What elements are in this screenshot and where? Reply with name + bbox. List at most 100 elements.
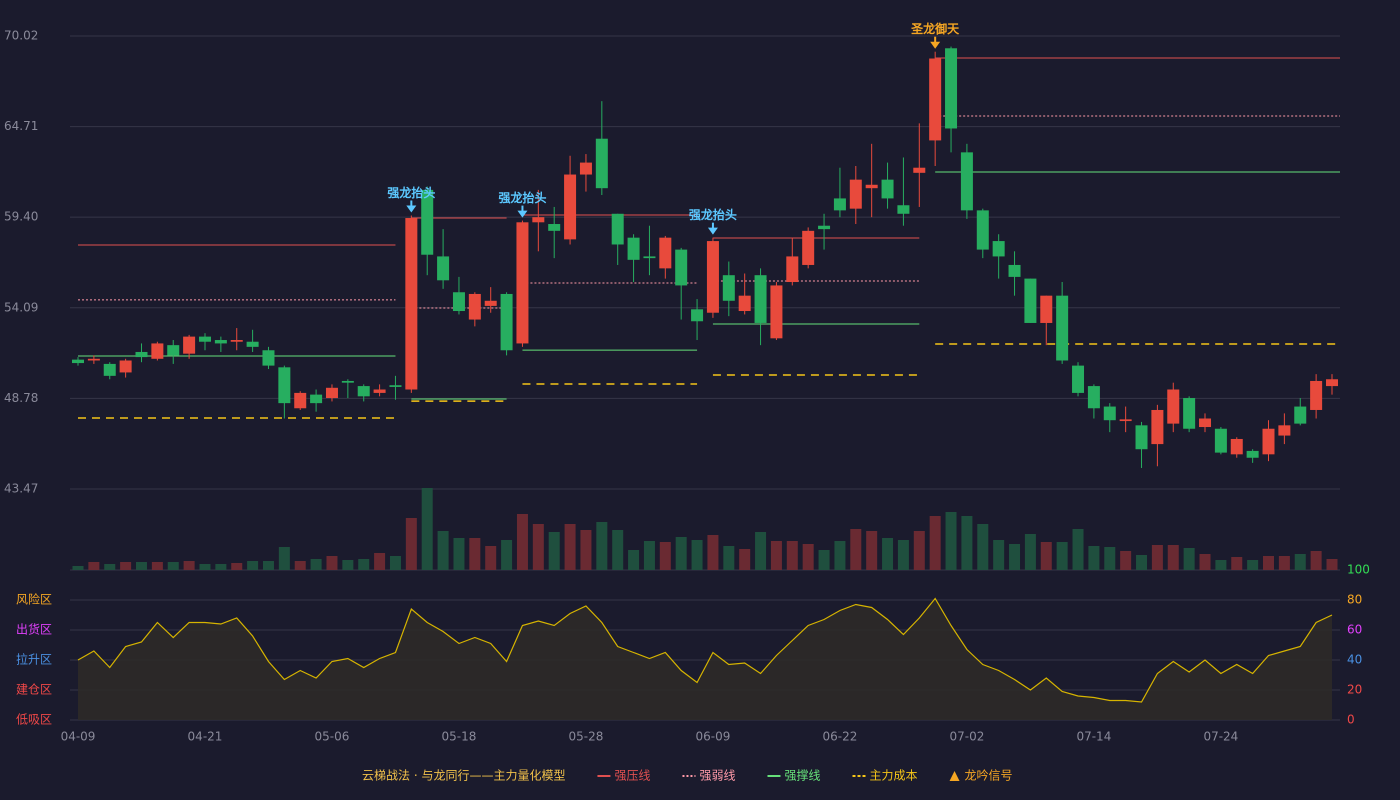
signal-arrow bbox=[930, 41, 941, 49]
candle-body bbox=[913, 167, 926, 173]
x-tick-label: 04-21 bbox=[188, 730, 223, 744]
signal-label: 强龙抬头 bbox=[689, 207, 737, 222]
volume-bar bbox=[1278, 556, 1290, 570]
candle-body bbox=[484, 300, 497, 306]
volume-bar bbox=[199, 564, 211, 570]
candle-body bbox=[278, 367, 291, 404]
candle-body bbox=[230, 340, 243, 342]
candle-body bbox=[1024, 278, 1037, 323]
y-tick-label: 48.78 bbox=[4, 391, 38, 405]
volume-bar bbox=[437, 531, 449, 570]
candle-body bbox=[595, 138, 608, 189]
y-tick-label: 20 bbox=[1347, 683, 1362, 697]
candle-body bbox=[1230, 438, 1243, 455]
candle-body bbox=[183, 336, 196, 354]
candle-body bbox=[992, 241, 1005, 257]
volume-bar bbox=[88, 562, 100, 570]
candle-body bbox=[786, 256, 799, 283]
legend-label: 强压线 bbox=[614, 769, 650, 783]
volume-bar bbox=[628, 550, 640, 570]
volume-bar bbox=[1294, 554, 1306, 570]
volume-bar bbox=[1136, 555, 1148, 570]
candle-body bbox=[500, 293, 513, 351]
zone-label: 低吸区 bbox=[16, 713, 52, 727]
volume-bar bbox=[326, 556, 338, 570]
candle-body bbox=[1135, 425, 1148, 450]
candle-body bbox=[643, 256, 656, 259]
volume-bar bbox=[1120, 551, 1132, 570]
candle-body bbox=[881, 179, 894, 199]
candle-body bbox=[87, 358, 100, 361]
volume-bar bbox=[770, 541, 782, 570]
x-tick-label: 07-14 bbox=[1076, 730, 1111, 744]
candle-body bbox=[1278, 425, 1291, 436]
volume-bar bbox=[1215, 560, 1227, 570]
candle-body bbox=[1151, 409, 1164, 445]
volume-bar bbox=[389, 556, 401, 570]
volume-bar bbox=[1040, 542, 1052, 570]
candle-body bbox=[1056, 295, 1069, 361]
volume-bar bbox=[818, 550, 830, 570]
volume-bar bbox=[691, 540, 703, 570]
volume-bar bbox=[612, 530, 624, 570]
volume-bar bbox=[786, 541, 798, 570]
signal-arrow bbox=[707, 227, 718, 235]
volume-bar bbox=[675, 537, 687, 570]
candle-body bbox=[294, 392, 307, 409]
candle-body bbox=[564, 174, 577, 240]
volume-bar bbox=[929, 516, 941, 570]
candle-body bbox=[373, 389, 386, 393]
candle-body bbox=[167, 345, 180, 356]
volume-bar bbox=[1310, 551, 1322, 570]
candle-body bbox=[437, 256, 450, 281]
volume-bar bbox=[1088, 546, 1100, 570]
legend-swatch bbox=[949, 771, 960, 781]
candle-body bbox=[421, 189, 434, 255]
y-tick-label: 43.47 bbox=[4, 481, 38, 495]
candle-body bbox=[1183, 398, 1196, 429]
candle-body bbox=[976, 210, 989, 250]
candle-body bbox=[198, 336, 211, 342]
volume-bar bbox=[183, 561, 195, 570]
volume-bar bbox=[961, 516, 973, 570]
y-tick-label: 0 bbox=[1347, 713, 1355, 727]
x-tick-label: 06-22 bbox=[822, 730, 857, 744]
candle-body bbox=[135, 351, 148, 358]
volume-bar bbox=[1056, 542, 1068, 570]
volume-bar bbox=[739, 549, 751, 570]
candle-body bbox=[452, 292, 465, 312]
volume-bar bbox=[231, 563, 243, 570]
y-tick-label: 54.09 bbox=[4, 300, 38, 314]
y-tick-label: 80 bbox=[1347, 593, 1362, 607]
volume-bar bbox=[897, 540, 909, 570]
signal-label: 强龙抬头 bbox=[387, 185, 435, 200]
volume-bar bbox=[516, 514, 528, 570]
volume-bar bbox=[945, 512, 957, 570]
volume-bar bbox=[342, 560, 354, 570]
x-tick-label: 07-02 bbox=[949, 730, 984, 744]
candle-body bbox=[262, 350, 275, 366]
volume-bar bbox=[1326, 559, 1338, 570]
zone-label: 风险区 bbox=[16, 592, 52, 607]
volume-bar bbox=[485, 546, 497, 570]
volume-bar bbox=[501, 540, 513, 570]
volume-bar bbox=[802, 544, 814, 570]
candle-body bbox=[897, 205, 910, 214]
y-tick-label: 59.40 bbox=[4, 210, 38, 224]
volume-bar bbox=[532, 524, 544, 570]
candle-body bbox=[1326, 379, 1338, 387]
volume-bar bbox=[834, 541, 846, 570]
candle-body bbox=[119, 360, 132, 373]
candle-body bbox=[770, 285, 783, 339]
candle-body bbox=[72, 359, 84, 364]
x-tick-label: 05-06 bbox=[315, 730, 350, 744]
legend-label: 强撑线 bbox=[784, 768, 820, 783]
candle-body bbox=[1087, 386, 1100, 409]
volume-bar bbox=[374, 553, 386, 570]
volume-bar bbox=[167, 562, 179, 570]
candle-body bbox=[1072, 365, 1085, 393]
candle-body bbox=[849, 179, 862, 209]
candle-body bbox=[611, 213, 624, 245]
volume-bar bbox=[151, 562, 163, 570]
